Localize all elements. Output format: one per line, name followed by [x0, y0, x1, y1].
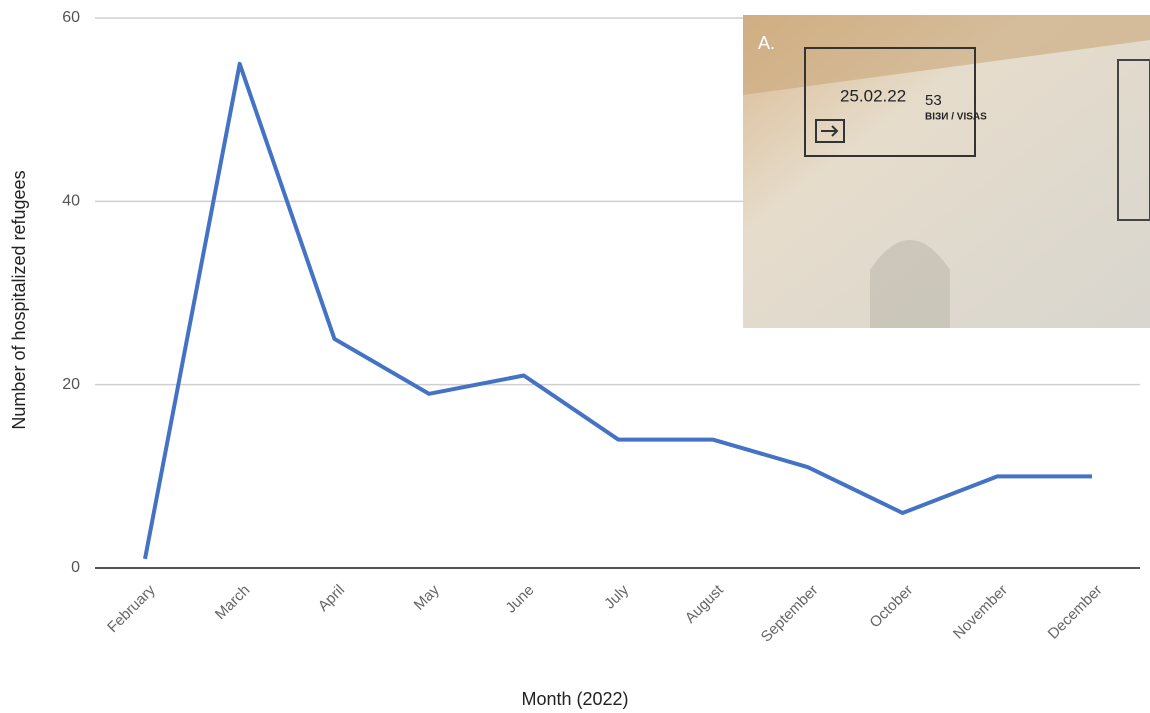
y-tick-label: 60 — [62, 9, 80, 26]
y-tick-label: 20 — [62, 376, 80, 393]
data-line — [143, 61, 1092, 560]
emblem — [870, 240, 950, 328]
x-tick-label: April — [315, 582, 348, 615]
stamp-arrow-box — [815, 119, 845, 143]
inset-label: A. — [758, 33, 775, 53]
y-tick-label: 0 — [71, 559, 80, 576]
x-tick-label: November — [950, 582, 1011, 643]
photo-shadow — [743, 15, 1150, 95]
x-tick-label: June — [502, 582, 537, 617]
x-tick-label: May — [411, 581, 443, 613]
x-tick-label: September — [758, 582, 822, 646]
x-tick-label: October — [866, 582, 916, 632]
second-stamp — [1117, 59, 1150, 221]
x-tick-label: August — [682, 581, 728, 627]
stamp-date: 25.02.22 — [840, 86, 906, 105]
y-tick-label: 40 — [62, 193, 80, 210]
x-tick-label: December — [1045, 582, 1106, 643]
stamp-text: ВІЗИ / VISAS — [925, 112, 987, 123]
inset-photo: A. 25.02.22 53 ВІЗИ / VISAS — [743, 15, 1150, 328]
y-axis-title: Number of hospitalized refugees — [9, 170, 29, 429]
stamp-box — [804, 47, 976, 157]
x-tick-label: July — [601, 581, 632, 612]
x-axis-title: Month (2022) — [521, 689, 628, 709]
stamp-arrow — [821, 125, 839, 137]
x-tick-label: March — [212, 582, 253, 623]
x-tick-label: February — [104, 581, 159, 636]
stamp-number: 53 — [925, 92, 942, 109]
